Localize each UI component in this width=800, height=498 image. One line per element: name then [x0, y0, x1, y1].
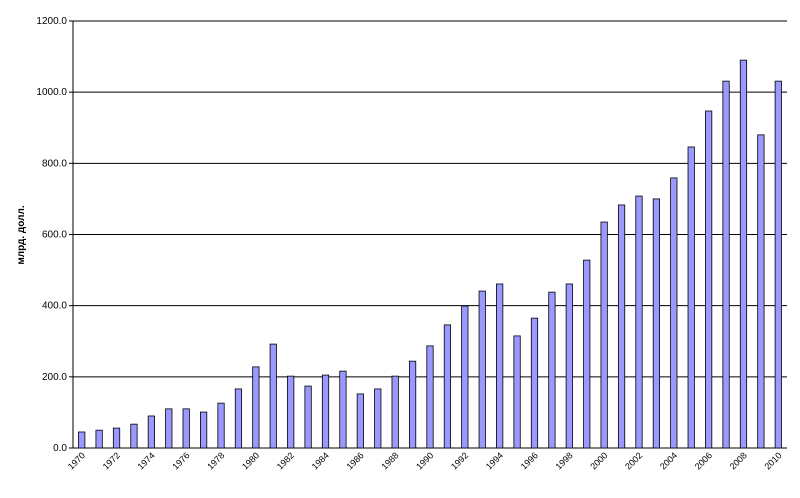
y-tick-label: 0.0	[53, 443, 67, 454]
y-tick-label: 800.0	[42, 158, 67, 169]
bar	[269, 343, 277, 449]
x-tick-label: 2010	[762, 450, 783, 471]
bar	[670, 177, 678, 449]
bar	[95, 429, 103, 449]
x-tick-label: 1996	[519, 450, 540, 471]
bar	[304, 385, 312, 449]
y-tick-label: 1200.0	[36, 16, 67, 27]
x-tick-label: 1988	[379, 450, 400, 471]
x-tick-label: 2000	[588, 450, 609, 471]
x-tick-label: 1976	[170, 450, 191, 471]
bar	[356, 393, 364, 449]
bar	[374, 388, 382, 449]
bar	[339, 370, 347, 449]
x-tick-label: 1990	[414, 450, 435, 471]
bar	[461, 305, 469, 449]
bar	[147, 415, 155, 449]
bar	[652, 198, 660, 449]
bar	[687, 146, 695, 449]
bar	[165, 408, 173, 449]
x-tick-label: 2002	[623, 450, 644, 471]
bar	[583, 259, 591, 449]
bar	[722, 80, 730, 449]
bar	[617, 204, 626, 449]
x-tick-label: 1986	[345, 450, 366, 471]
bar	[513, 335, 521, 449]
bar	[234, 388, 243, 449]
bar	[530, 317, 539, 449]
bar	[408, 360, 417, 449]
bar	[78, 431, 86, 449]
y-tick-label: 1000.0	[36, 87, 67, 98]
bar	[182, 408, 190, 449]
bar	[130, 423, 138, 449]
bar	[600, 221, 608, 449]
x-tick-label: 1982	[275, 450, 296, 471]
bar	[217, 402, 225, 449]
y-tick-label: 400.0	[42, 301, 67, 312]
x-tick-label: 2008	[728, 450, 749, 471]
x-tick-label: 1972	[101, 450, 122, 471]
bar	[478, 290, 486, 449]
x-tick-label: 1998	[553, 450, 574, 471]
x-tick-label: 2004	[658, 450, 679, 471]
bar	[565, 283, 573, 449]
bar	[496, 283, 504, 449]
y-tick-label: 200.0	[42, 372, 67, 383]
x-tick-label: 1984	[310, 450, 331, 471]
bar	[739, 59, 748, 449]
x-tick-label: 1970	[66, 450, 87, 471]
bar	[757, 134, 765, 449]
bar	[635, 195, 643, 449]
x-tick-label: 1994	[484, 450, 505, 471]
x-tick-label: 1980	[240, 450, 261, 471]
bar	[112, 427, 121, 449]
bar	[287, 375, 295, 449]
y-tick-label: 600.0	[42, 230, 67, 241]
bar	[774, 80, 782, 449]
x-tick-label: 1978	[205, 450, 226, 471]
bar	[548, 291, 556, 449]
bar	[200, 411, 208, 449]
bar	[426, 345, 434, 449]
x-tick-label: 1974	[136, 450, 157, 471]
bar	[443, 324, 452, 449]
y-axis-label: млрд. долл.	[16, 205, 27, 264]
bar	[252, 366, 260, 449]
bar	[391, 375, 399, 449]
x-tick-label: 1992	[449, 450, 470, 471]
bar	[705, 110, 713, 449]
x-tick-label: 2006	[693, 450, 714, 471]
bar	[321, 374, 330, 449]
